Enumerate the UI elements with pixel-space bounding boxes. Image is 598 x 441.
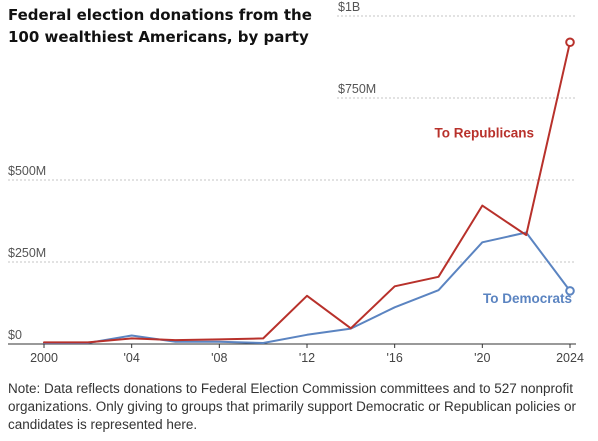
series-label-to-democrats: To Democrats bbox=[483, 291, 572, 306]
chart-note: Note: Data reflects donations to Federal… bbox=[8, 381, 577, 432]
y-tick-label: $0 bbox=[8, 328, 22, 342]
x-tick-label: 2000 bbox=[30, 351, 58, 365]
end-point-to-democrats bbox=[565, 286, 575, 296]
x-axis bbox=[8, 343, 576, 348]
x-tick-label: '08 bbox=[211, 351, 227, 365]
series-label-to-republicans: To Republicans bbox=[434, 125, 534, 140]
y-tick-label: $1B bbox=[338, 0, 360, 14]
x-tick-labels: 2000 '04 '08 '12 '16 '20 2024 bbox=[30, 351, 584, 365]
series-line-to-democrats bbox=[43, 231, 571, 344]
x-tick-label: 2024 bbox=[556, 351, 584, 365]
x-tick-label: '12 bbox=[299, 351, 315, 365]
line-chart: $0 $250M $500M $750M $1B 2000 '04 '08 '12 '16 '20… bbox=[8, 0, 584, 365]
series-line-to-republicans bbox=[43, 41, 571, 344]
y-tick-label: $500M bbox=[8, 164, 46, 178]
grid-lines bbox=[8, 15, 576, 263]
y-tick-label: $750M bbox=[338, 82, 376, 96]
x-tick-label: '04 bbox=[124, 351, 140, 365]
chart-title: Federal election donations from the 100 … bbox=[8, 6, 312, 46]
y-tick-label: $250M bbox=[8, 246, 46, 260]
series-labels: To Republicans To Democrats bbox=[434, 125, 572, 306]
x-tick-label: '16 bbox=[387, 351, 403, 365]
y-tick-labels: $0 $250M $500M $750M $1B bbox=[8, 0, 376, 342]
end-point-to-republicans bbox=[565, 37, 575, 48]
series-lines bbox=[43, 37, 575, 344]
x-tick-label: '20 bbox=[474, 351, 490, 365]
